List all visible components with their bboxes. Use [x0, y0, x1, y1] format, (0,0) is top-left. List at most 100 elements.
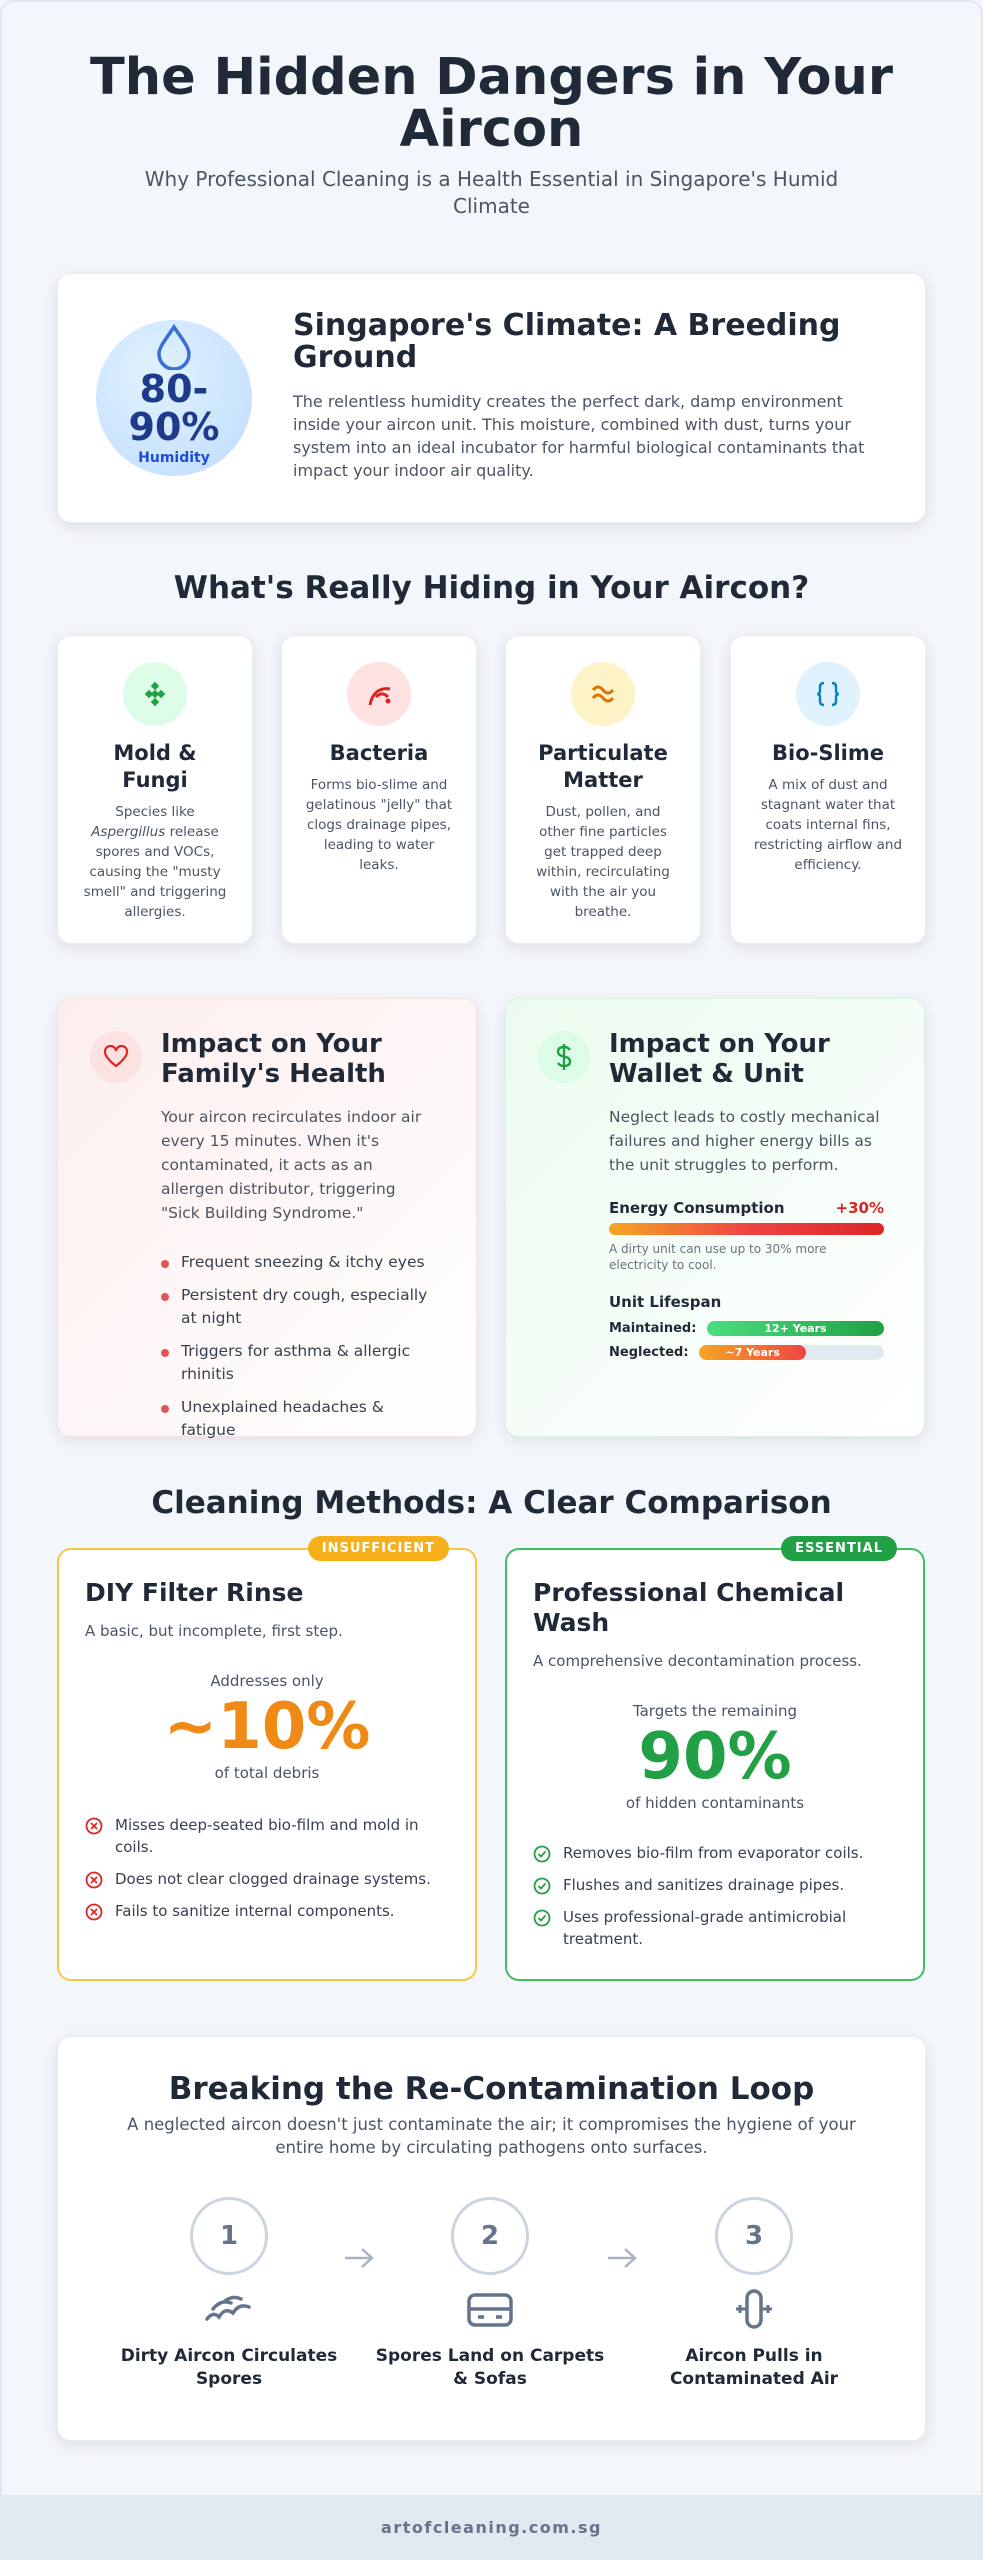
graphic — [150, 681, 160, 691]
graphic — [90, 1876, 98, 1884]
graphic — [368, 687, 391, 706]
graphic — [533, 1845, 551, 1863]
method-subtitle: A comprehensive decontamination process. — [533, 1652, 862, 1670]
method-list: Removes bio-film from evaporator coils. … — [533, 1842, 897, 1950]
graphic — [374, 692, 390, 699]
graphic — [591, 685, 615, 703]
graphic — [150, 697, 160, 707]
graphic — [736, 2305, 772, 2313]
graphic — [85, 1817, 103, 1835]
step-icon — [467, 2293, 513, 2327]
contaminant-card: Bacteria Forms bio-slime and gelatinous … — [281, 635, 477, 944]
page-title: The Hidden Dangers in Your Aircon — [90, 48, 893, 159]
drop-icon — [157, 323, 191, 371]
graphic — [85, 1903, 103, 1921]
graphic — [816, 681, 840, 707]
graphic — [385, 698, 391, 704]
method-subtitle: A basic, but incomplete, first step. — [85, 1622, 343, 1640]
step-label: Spores Land on Carpets & Sofas — [375, 2346, 605, 2389]
graphic — [85, 1871, 103, 1889]
lifespan-track: ~7 Years — [699, 1345, 884, 1360]
method-list: Misses deep-seated bio-film and mold in … — [85, 1814, 449, 1922]
list-item: Does not clear clogged drainage systems. — [85, 1868, 449, 1890]
contaminant-card: Bio-Slime A mix of dust and stagnant wat… — [730, 635, 926, 944]
energy-note: A dirty unit can use up to 30% more elec… — [609, 1242, 827, 1272]
wallet-card: Impact on Your Wallet & Unit Neglect lea… — [505, 998, 925, 1437]
step-label: Aircon Pulls in Contaminated Air — [669, 2346, 839, 2389]
stat-note: of total debris — [214, 1764, 320, 1782]
graphic — [103, 1045, 129, 1068]
graphic — [533, 1877, 551, 1895]
icon — [90, 1031, 142, 1083]
icon — [347, 662, 411, 726]
card-body: Forms bio-slime and gelatinous "jelly" t… — [305, 777, 453, 873]
graphic — [157, 323, 191, 371]
graphic — [537, 1850, 547, 1858]
graphic — [533, 1909, 551, 1927]
energy-value: +30% — [835, 1199, 884, 1217]
stat-lead: Addresses only — [210, 1672, 324, 1690]
energy-label: Energy Consumption — [609, 1199, 785, 1217]
graphic — [469, 2307, 511, 2319]
diy-card: INSUFFICIENT DIY Filter Rinse A basic, b… — [57, 1536, 477, 1981]
graphic — [368, 687, 391, 706]
step-number: 2 — [451, 2197, 529, 2275]
list-item: Unexplained headaches & fatigue — [161, 1396, 436, 1442]
lifespan-row: Maintained: 12+ Years — [609, 1321, 884, 1336]
card-title: Bio-Slime — [772, 741, 884, 765]
climate-card: 80-90% Humidity Singapore's Climate: A B… — [57, 273, 926, 523]
graphic — [556, 1044, 572, 1070]
card-title: Mold & Fungi — [113, 741, 197, 792]
graphic — [150, 689, 160, 699]
loop-step: 2 Spores Land on Carpets & Sofas — [370, 2197, 610, 2391]
list-item: Flushes and sanitizes drainage pipes. — [533, 1874, 897, 1896]
step-number: 1 — [190, 2197, 268, 2275]
lifespan-bar: 12+ Years — [707, 1321, 884, 1336]
symptom-list: Frequent sneezing & itchy eyes Persisten… — [161, 1251, 436, 1442]
lifespan-value: ~7 Years — [725, 1346, 780, 1359]
graphic — [85, 1871, 103, 1889]
humidity-badge: 80-90% Humidity — [96, 320, 252, 476]
graphic — [90, 1822, 98, 1830]
graphic — [85, 1903, 103, 1921]
lifespan-value: 12+ Years — [764, 1322, 827, 1335]
lifespan-label: Neglected: — [609, 1345, 689, 1360]
list-item: Triggers for asthma & allergic rhinitis — [161, 1340, 436, 1386]
impact-body: Your aircon recirculates indoor air ever… — [161, 1108, 422, 1222]
list-item: Fails to sanitize internal components. — [85, 1900, 449, 1922]
badge: INSUFFICIENT — [307, 1536, 449, 1561]
climate-title: Singapore's Climate: A Breeding Ground — [293, 308, 841, 375]
loop-title: Breaking the Re-Contamination Loop — [168, 2071, 815, 2107]
health-card: Impact on Your Family's Health Your airc… — [57, 998, 477, 1439]
graphic — [533, 1909, 551, 1927]
section-title: What's Really Hiding in Your Aircon? — [173, 570, 810, 606]
impact-title: Impact on Your Family's Health — [161, 1029, 386, 1089]
text: Removes bio-film from evaporator coils. — [563, 1844, 864, 1862]
graphic — [345, 2248, 374, 2268]
step-icon — [205, 2295, 251, 2321]
text: Does not clear clogged drainage systems. — [115, 1870, 431, 1888]
graphic — [556, 1044, 572, 1070]
graphic — [90, 1908, 98, 1916]
list-item: Misses deep-seated bio-film and mold in … — [85, 1814, 449, 1858]
badge: ESSENTIAL — [781, 1536, 897, 1561]
lifespan-bar: ~7 Years — [699, 1345, 807, 1360]
humidity-stat: 80-90% — [128, 367, 220, 449]
energy-bar — [609, 1223, 884, 1235]
page-subtitle: Why Professional Cleaning is a Health Es… — [144, 167, 839, 218]
lifespan-label: Maintained: — [609, 1321, 697, 1336]
step-label: Dirty Aircon Circulates Spores — [120, 2346, 338, 2389]
icon — [538, 1031, 590, 1083]
climate-body: The relentless humidity creates the perf… — [293, 392, 865, 480]
icon — [123, 662, 187, 726]
footer-text: artofcleaning.com.sg — [381, 2518, 602, 2537]
loop-body: A neglected aircon doesn't just contamin… — [127, 2115, 856, 2157]
lifespan-title: Unit Lifespan — [609, 1293, 722, 1311]
list-item: Removes bio-film from evaporator coils. — [533, 1842, 897, 1864]
stat: 90% — [638, 1720, 792, 1794]
card-body: Dust, pollen, and other fine particles g… — [536, 804, 670, 920]
graphic — [745, 2289, 763, 2329]
text: Aspergillus — [91, 824, 166, 840]
contaminant-card: Mold & Fungi Species like Aspergillus re… — [57, 635, 253, 944]
